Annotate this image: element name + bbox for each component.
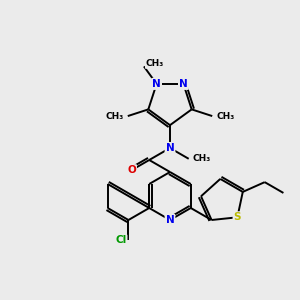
Text: Cl: Cl <box>115 236 126 245</box>
Text: S: S <box>234 212 241 222</box>
Text: N: N <box>179 79 188 89</box>
Text: N: N <box>152 79 161 89</box>
Text: CH₃: CH₃ <box>146 59 164 68</box>
Text: N: N <box>166 215 174 225</box>
Text: CH₃: CH₃ <box>193 154 211 163</box>
Text: N: N <box>166 143 174 153</box>
Text: CH₃: CH₃ <box>106 112 124 121</box>
Text: O: O <box>127 165 136 175</box>
Text: CH₃: CH₃ <box>216 112 235 121</box>
